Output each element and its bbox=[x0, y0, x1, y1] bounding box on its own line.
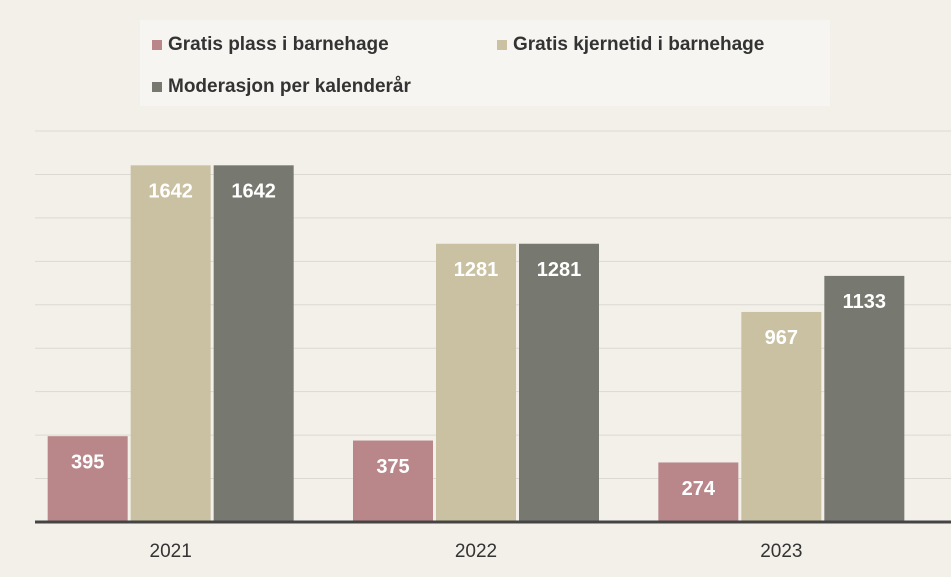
x-tick-label: 2022 bbox=[455, 541, 497, 562]
bar bbox=[47, 436, 128, 522]
bar bbox=[519, 243, 599, 522]
value-label: 1133 bbox=[843, 291, 886, 313]
bar bbox=[130, 165, 211, 522]
bar bbox=[353, 440, 433, 522]
value-label: 1642 bbox=[231, 181, 276, 203]
value-label: 1281 bbox=[537, 259, 582, 281]
value-label: 274 bbox=[682, 478, 716, 500]
legend-box bbox=[140, 20, 830, 106]
value-label: 1642 bbox=[148, 181, 193, 203]
legend-label: Gratis kjernetid i barnehage bbox=[513, 34, 764, 55]
legend-marker bbox=[497, 40, 507, 50]
bar bbox=[436, 243, 516, 522]
bar bbox=[824, 275, 905, 522]
legend-label: Moderasjon per kalenderår bbox=[168, 76, 411, 97]
bar bbox=[213, 165, 294, 522]
value-label: 967 bbox=[765, 327, 798, 349]
x-tick-label: 2023 bbox=[760, 541, 802, 562]
legend-marker bbox=[152, 40, 162, 50]
legend-marker bbox=[152, 82, 162, 92]
value-label: 375 bbox=[376, 456, 409, 478]
bar bbox=[741, 311, 822, 522]
x-tick-label: 2021 bbox=[150, 541, 192, 562]
bar bbox=[658, 462, 739, 522]
legend-label: Gratis plass i barnehage bbox=[168, 34, 389, 55]
value-label: 395 bbox=[71, 451, 104, 473]
value-label: 1281 bbox=[454, 259, 499, 281]
